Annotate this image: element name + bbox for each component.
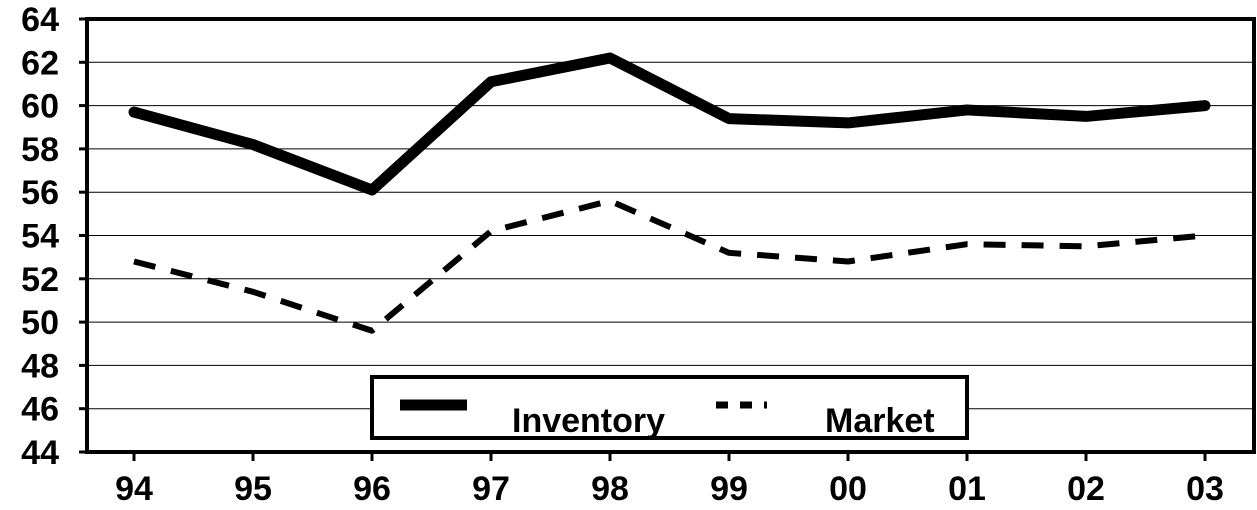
legend-label-inventory: Inventory: [512, 402, 665, 440]
y-tick-label: 58: [21, 131, 59, 169]
y-tick-label: 64: [21, 1, 59, 39]
legend-label-market: Market: [825, 402, 935, 440]
y-tick-label: 54: [21, 218, 59, 256]
x-tick-label: 94: [115, 470, 153, 508]
y-tick-label: 50: [21, 304, 59, 342]
y-tick-label: 60: [21, 88, 59, 126]
y-tick-label: 46: [21, 391, 59, 429]
x-tick-label: 97: [472, 470, 510, 508]
gridlines: [87, 61, 1254, 410]
series-layer: [128, 52, 1211, 334]
series-line-inventory: [128, 52, 1211, 196]
x-tick-label: 01: [948, 470, 986, 508]
legend-box: [370, 375, 969, 440]
legend: Inventory Market: [370, 375, 969, 440]
y-tick-label: 44: [21, 434, 59, 472]
x-tick-label: 96: [353, 470, 391, 508]
x-tick-label: 00: [829, 470, 867, 508]
x-tick-label: 03: [1186, 470, 1224, 508]
x-tick-label: 95: [234, 470, 272, 508]
y-tick-label: 48: [21, 347, 59, 385]
x-tick-label: 02: [1067, 470, 1105, 508]
y-tick-label: 56: [21, 174, 59, 212]
x-axis: 94 95 96 97 98 99 00 01 02 03: [115, 452, 1224, 508]
x-tick-label: 98: [591, 470, 629, 508]
x-tick-label: 99: [710, 470, 748, 508]
y-axis: 44 46 48 50 52 54 56 58 60 62 64: [21, 1, 87, 472]
series-line-market: [133, 197, 1206, 334]
y-tick-label: 52: [21, 261, 59, 299]
y-tick-label: 62: [21, 44, 59, 82]
